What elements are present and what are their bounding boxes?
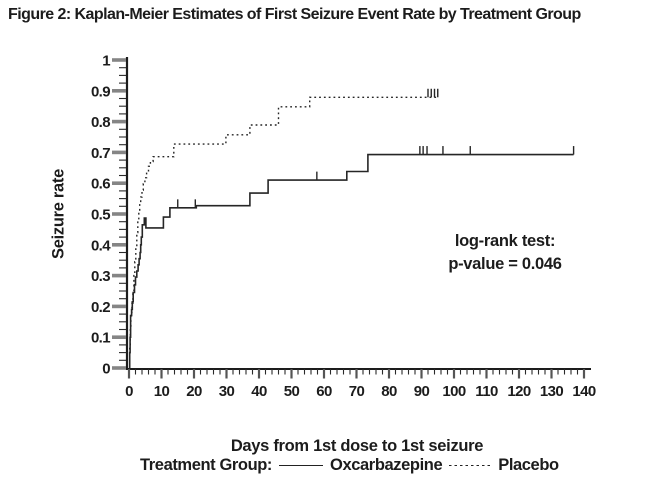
x-tick-label: 130 xyxy=(540,383,563,400)
x-tick-label: 60 xyxy=(316,383,332,400)
x-tick-label: 80 xyxy=(381,383,397,400)
annotation-line-2: p-value = 0.046 xyxy=(448,255,562,273)
series-placebo-curve xyxy=(129,96,438,369)
y-tick-label: 0.8 xyxy=(91,114,110,131)
x-tick-label: 0 xyxy=(125,383,133,400)
legend-label-placebo: Placebo xyxy=(498,456,559,474)
x-tick-label: 90 xyxy=(414,383,430,400)
figure-title: Figure 2: Kaplan-Meier Estimates of Firs… xyxy=(8,6,581,23)
x-axis-title: Days from 1st dose to 1st seizure xyxy=(230,437,484,455)
y-tick-label: 0.4 xyxy=(91,237,111,254)
x-tick-label: 40 xyxy=(251,383,267,400)
legend-title: Treatment Group: xyxy=(140,456,273,474)
log-rank-annotation: log-rank test: p-value = 0.046 xyxy=(385,230,625,276)
x-tick-label: 20 xyxy=(186,383,202,400)
y-tick-label: 0.7 xyxy=(91,145,110,162)
x-tick-label: 70 xyxy=(349,383,365,400)
y-tick-label: 0.3 xyxy=(91,268,110,285)
legend-label-oxcarbazepine: Oxcarbazepine xyxy=(330,456,443,474)
annotation-line-1: log-rank test: xyxy=(454,232,556,250)
x-tick-label: 100 xyxy=(442,383,465,400)
dotted-line-sample xyxy=(449,464,492,467)
y-tick-label: 0.6 xyxy=(91,176,110,193)
y-tick-label: 0.1 xyxy=(91,330,110,347)
x-tick-label: 10 xyxy=(154,383,170,400)
y-tick-label: 1 xyxy=(102,53,110,70)
y-tick-label: 0 xyxy=(102,361,110,378)
y-tick-label: 0.9 xyxy=(91,83,110,100)
solid-line-sample xyxy=(279,464,324,467)
x-tick-label: 120 xyxy=(507,383,530,400)
x-tick-label: 50 xyxy=(284,383,300,400)
x-tick-label: 110 xyxy=(475,383,498,400)
x-tick-label: 140 xyxy=(572,383,595,400)
y-tick-label: 0.2 xyxy=(91,299,110,316)
series-oxcarbazepine-curve xyxy=(128,153,574,369)
legend: Treatment Group: Oxcarbazepine Placebo xyxy=(140,456,559,475)
y-tick-label: 0.5 xyxy=(91,207,110,224)
x-tick-label: 30 xyxy=(219,383,235,400)
